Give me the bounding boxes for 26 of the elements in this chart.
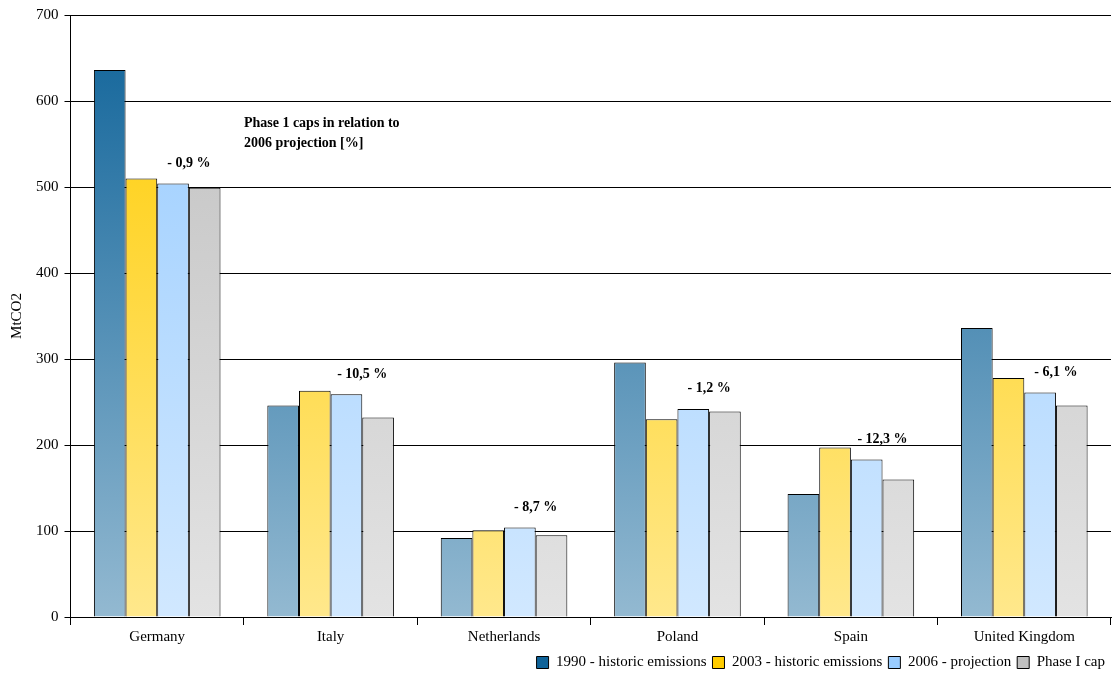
annotation: - 12,3 % [857, 431, 908, 447]
legend-label: Phase I cap [1036, 653, 1106, 670]
y-tick-label: 300 [36, 349, 59, 366]
y-tick-label: 500 [36, 177, 59, 194]
x-tick-label: United Kingdom [973, 627, 1076, 644]
y-tick-label: 400 [36, 263, 59, 280]
x-tick-label: Italy [316, 627, 345, 644]
y-axis-title: MtCO2 [7, 293, 24, 339]
y-tick-label: 100 [36, 521, 59, 538]
x-tick-label: Germany [129, 627, 186, 644]
x-tick-label: Netherlands [467, 627, 541, 644]
annotation: - 0,9 % [167, 155, 211, 171]
annotation: Phase 1 caps in relation to 2006 projection [%] [243, 114, 400, 152]
legend-label: 1990 - historic emissions [556, 653, 707, 670]
annotation: - 8,7 % [514, 499, 558, 515]
legend-label: 2006 - projection [907, 653, 1012, 670]
legend-label: 2003 - historic emissions [731, 653, 883, 670]
y-tick-label: 600 [36, 91, 59, 108]
y-tick-label: 200 [36, 435, 59, 452]
y-tick-label: 700 [36, 5, 59, 22]
annotation: - 10,5 % [337, 365, 388, 381]
x-tick-label: Poland [656, 627, 699, 644]
y-tick-label: 0 [51, 607, 59, 624]
x-tick-label: Spain [833, 627, 869, 644]
annotation: - 1,2 % [687, 380, 731, 396]
annotation: - 6,1 % [1034, 364, 1078, 380]
